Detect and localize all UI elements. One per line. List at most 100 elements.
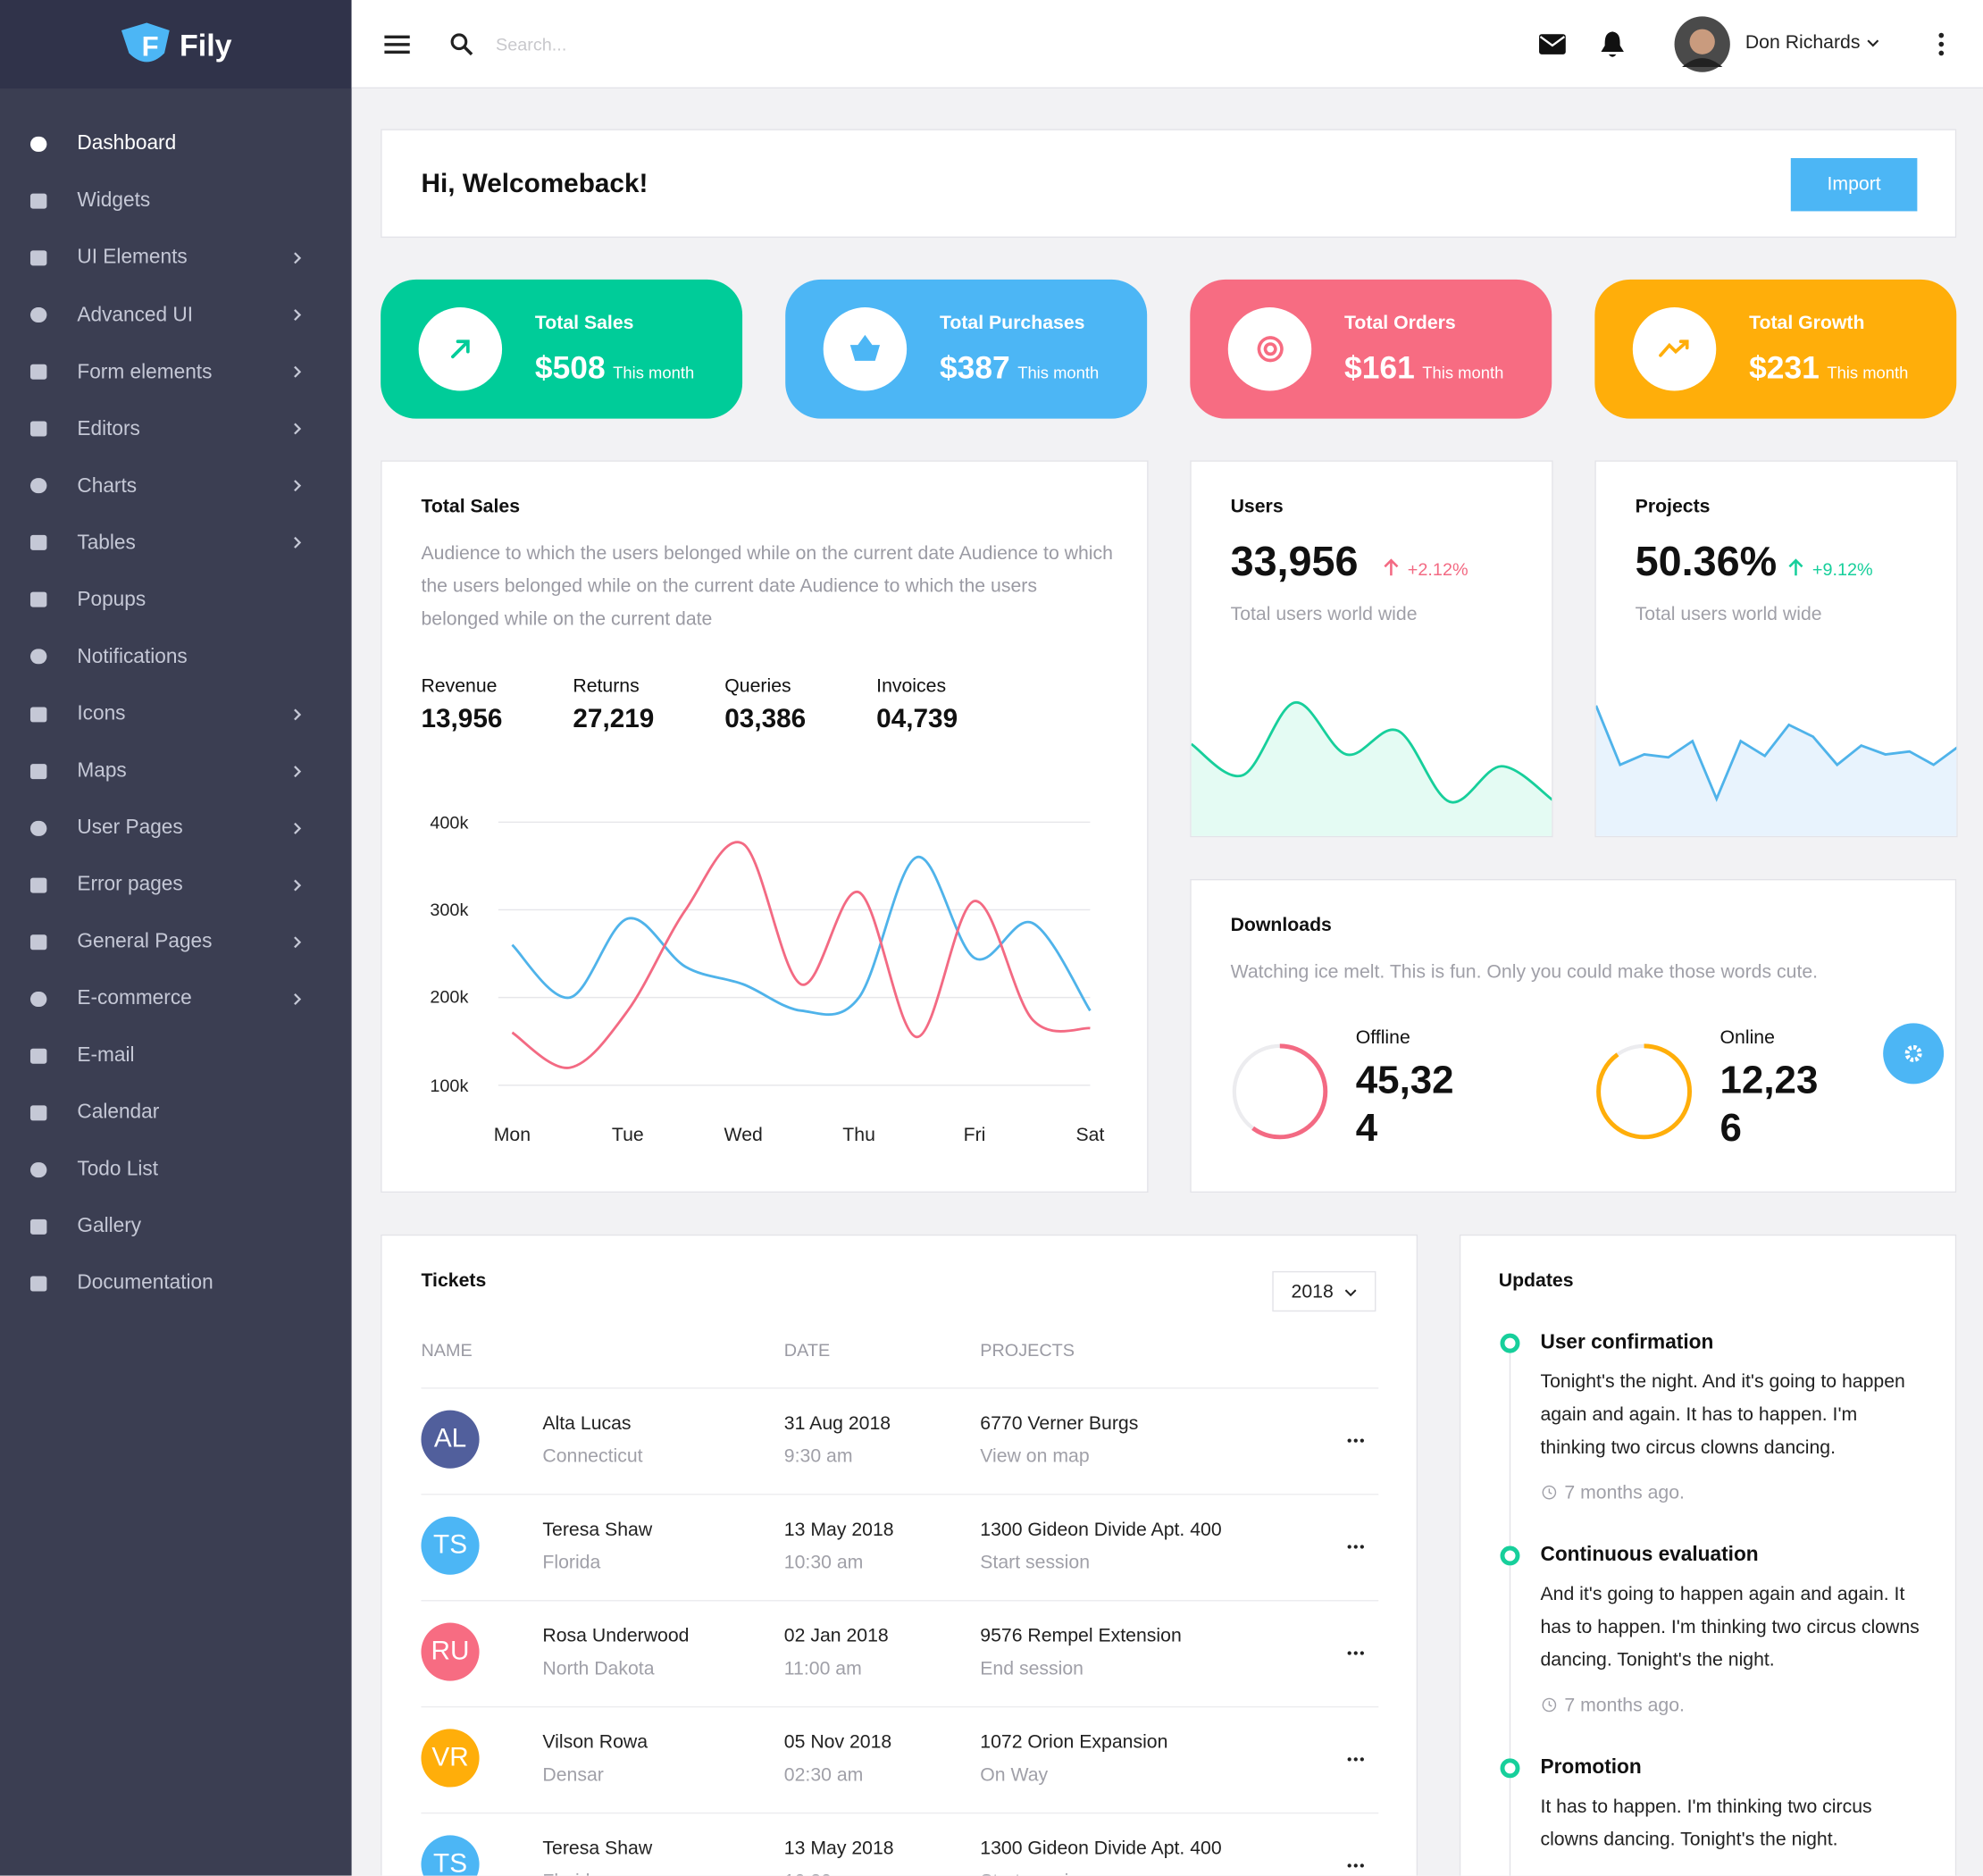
year-select[interactable]: 2018 [1272,1270,1376,1312]
stat-icon [1632,307,1717,391]
row-menu[interactable] [1347,1651,1365,1656]
ticket-time: 10:30 am [784,1871,864,1876]
chevron-path [294,879,302,892]
chevron-path [294,935,302,948]
sidebar-icon [29,763,47,779]
card-title: Updates [1498,1269,1574,1292]
chevron-path [294,765,302,777]
sidebar-item[interactable]: Gallery [0,1202,352,1252]
stat-value-row: $161 This month [1344,350,1503,387]
ticket-name: Alta Lucas [542,1412,632,1435]
icon-glyph [1257,336,1284,363]
clock-hands [1548,1701,1552,1707]
area-line [1595,705,1957,802]
ticket-time: 11:00 am [783,1658,862,1680]
row-menu[interactable] [1347,1863,1365,1869]
ticket-name: Vilson Rowa [542,1731,648,1754]
row-menu[interactable] [1347,1757,1365,1763]
sidebar-item[interactable]: Documentation [0,1259,352,1310]
row-menu[interactable] [1347,1438,1365,1444]
sidebar-icon [29,307,47,323]
line-series [511,856,1092,1017]
sidebar-item[interactable]: Editors [0,404,352,455]
sidebar-icon [29,193,47,209]
dot [1347,1863,1351,1868]
sidebar-item[interactable]: General Pages [0,917,352,967]
x-tick-label: Wed [724,1124,763,1146]
sidebar-item[interactable]: Form elements [0,347,352,398]
stat-value: $161 [1344,350,1415,386]
chevron-path [294,309,302,322]
sidebar-item[interactable]: Popups [0,574,352,625]
x-tick-label: Sat [1075,1124,1105,1146]
sidebar-item[interactable]: Dashboard [0,119,352,170]
sidebar-item[interactable]: UI Elements [0,233,352,284]
dot [1353,1863,1358,1868]
dot [1500,1545,1520,1566]
stat-value: $508 [534,350,606,386]
dot [1347,1757,1351,1762]
projects-card: Projects 50.36% +9.12% Total users world wi… [1594,460,1958,838]
card-description: Audience to which the users belonged whi… [421,542,1113,631]
chevron-path [294,822,302,834]
user-name[interactable]: Don Richards [1745,31,1861,54]
search-input[interactable]: Search... [496,33,567,54]
download-label: Online [1719,1026,1775,1049]
sidebar-item[interactable]: Todo List [0,1144,352,1195]
kpi-subtitle: Total users world wide [1635,603,1822,625]
sidebar-item[interactable]: Icons [0,689,352,740]
ticket-time: 10:30 am [783,1552,864,1574]
sidebar-item[interactable]: User Pages [0,802,352,853]
y-tick-label: 100k [430,1074,469,1095]
sidebar-label: Documentation [77,1272,213,1294]
ticket-project: 1072 Orion Expansion [980,1731,1168,1754]
ticket-location: North Dakota [542,1658,655,1680]
chevron-path [294,537,302,549]
dot [1938,50,1945,56]
import-button[interactable]: Import [1790,157,1918,212]
timeline-line [1509,1352,1511,1876]
chevron-path [1344,1289,1357,1297]
sidebar-label: Maps [77,759,127,782]
sidebar-item[interactable]: Advanced UI [0,289,352,340]
chevron [294,992,302,1005]
bell-body [1601,31,1624,57]
sidebar-item[interactable]: Calendar [0,1087,352,1138]
settings-button[interactable] [1882,1022,1945,1085]
sidebar-label: Notifications [77,646,188,668]
sidebar-item[interactable]: E-commerce [0,974,352,1025]
row-menu[interactable] [1347,1545,1365,1550]
area-fill [1595,705,1957,836]
sidebar-item[interactable]: Tables [0,518,352,569]
chevron [294,708,302,720]
sidebar-item[interactable]: Error pages [0,859,352,910]
ring-progress [1596,1043,1693,1140]
sidebar-icon [29,364,47,381]
more-icon [1938,32,1945,56]
ticket-date: 31 Aug 2018 [783,1412,891,1435]
sidebar-item[interactable]: Notifications [0,632,352,683]
timeline-dot [1500,1333,1520,1353]
icon-glyph [1659,339,1689,357]
kpi-value: 50.36% [1635,537,1778,585]
sidebar-icon [29,820,47,836]
sidebar-icon [29,421,47,437]
dot [1347,1438,1351,1443]
text: Fily [180,28,232,63]
chevron [294,309,302,322]
sidebar-item[interactable]: Widgets [0,176,352,227]
download-label: Offline [1355,1026,1410,1049]
ticket-time: 02:30 am [783,1764,864,1787]
sidebar-item[interactable]: Charts [0,461,352,512]
sidebar-item[interactable]: E-mail [0,1031,352,1082]
stat-value: $231 [1749,350,1820,386]
dot [1353,1545,1358,1549]
sidebar-icon [29,1219,47,1235]
sidebar-icon [29,136,47,152]
sidebar-item[interactable]: Maps [0,746,352,797]
ticket-action: On Way [980,1764,1049,1787]
column-header: DATE [783,1338,831,1360]
sidebar-icon [29,478,47,494]
sidebar-label: UI Elements [77,247,188,269]
dot [1360,1863,1364,1868]
